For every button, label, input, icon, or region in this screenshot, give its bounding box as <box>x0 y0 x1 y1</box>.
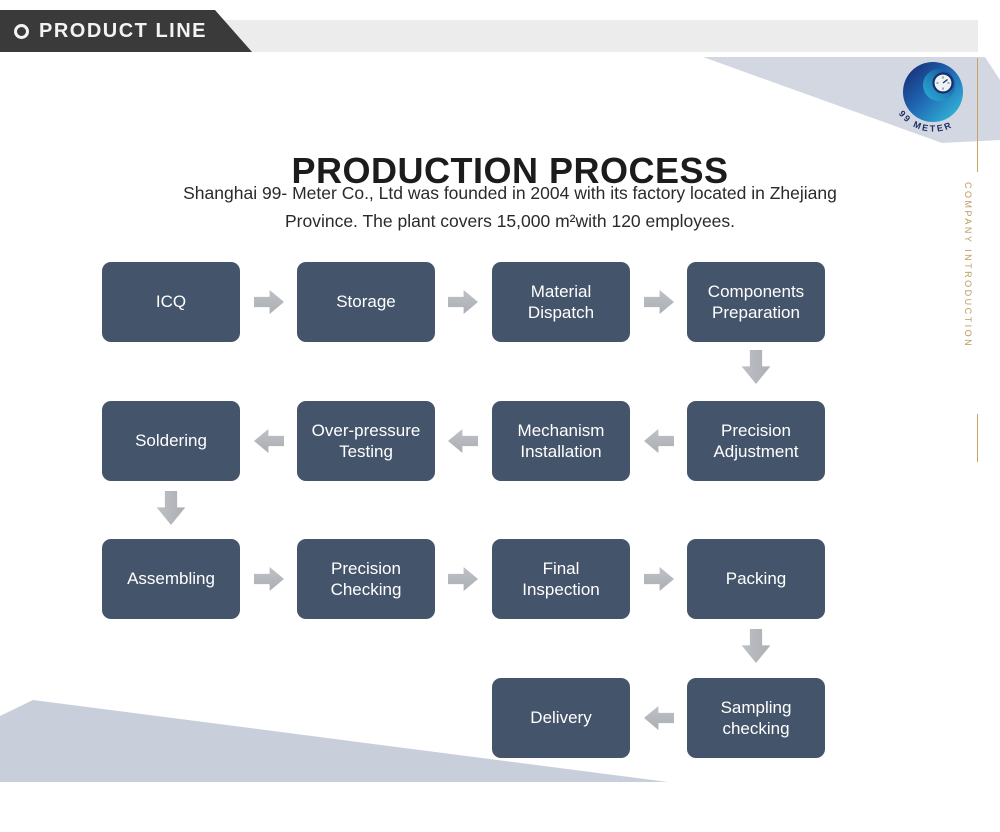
flow-node-mechanism-installation: Mechanism Installation <box>492 401 630 481</box>
subtitle-line-2: Province. The plant covers 15,000 m²with… <box>284 211 736 231</box>
flow-node-assembling: Assembling <box>102 539 240 619</box>
arrow-right-icon <box>644 290 674 314</box>
section-banner-label: PRODUCT LINE <box>39 19 207 42</box>
gold-rail-top <box>977 58 978 172</box>
arrow-right-icon <box>448 567 478 591</box>
arrow-left-icon <box>254 429 284 453</box>
ring-icon <box>14 23 29 39</box>
page-subtitle: Shanghai 99- Meter Co., Ltd was founded … <box>20 179 1000 235</box>
flow-node-precision-checking: Precision Checking <box>297 539 435 619</box>
arrow-down-icon <box>741 350 771 384</box>
section-banner: PRODUCT LINE <box>0 10 252 52</box>
flow-node-over-pressure-testing: Over-pressure Testing <box>297 401 435 481</box>
arrow-left-icon <box>448 429 478 453</box>
gauge-needle <box>942 78 948 84</box>
flow-node-delivery: Delivery <box>492 678 630 758</box>
flow-node-icq: ICQ <box>102 262 240 342</box>
gold-rail-bottom <box>977 414 978 462</box>
arrow-right-icon <box>448 290 478 314</box>
arrow-down-icon <box>741 629 771 663</box>
page-title: PRODUCTION PROCESS <box>291 150 729 192</box>
flow-node-packing: Packing <box>687 539 825 619</box>
arrow-left-icon <box>644 429 674 453</box>
arrow-left-icon <box>644 706 674 730</box>
gauge-ticks <box>936 76 950 90</box>
flow-node-final-inspection: Final Inspection <box>492 539 630 619</box>
arrow-right-icon <box>254 567 284 591</box>
flow-node-sampling-checking: Sampling checking <box>687 678 825 758</box>
subtitle-line-1: Shanghai 99- Meter Co., Ltd was founded … <box>183 183 837 203</box>
flow-node-material-dispatch: Material Dispatch <box>492 262 630 342</box>
company-logo: 99 METER <box>897 62 963 134</box>
vertical-company-label: COMPANY INTRODUCTION <box>963 182 973 349</box>
arrow-right-icon <box>644 567 674 591</box>
flow-node-storage: Storage <box>297 262 435 342</box>
flow-node-precision-adjustment: Precision Adjustment <box>687 401 825 481</box>
arrow-right-icon <box>254 290 284 314</box>
flow-node-components-preparation: Components Preparation <box>687 262 825 342</box>
flow-node-soldering: Soldering <box>102 401 240 481</box>
arrow-down-icon <box>156 491 186 525</box>
